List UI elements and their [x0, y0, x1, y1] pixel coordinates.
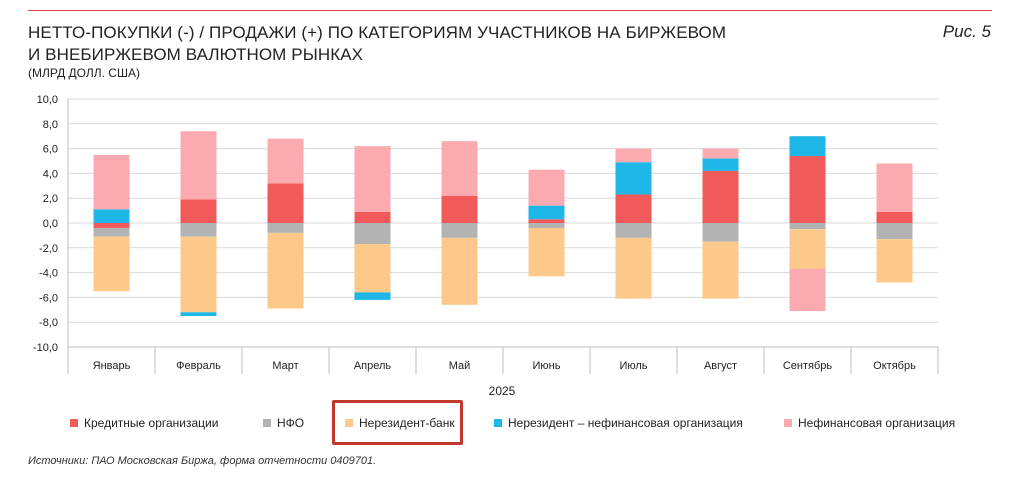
y-tick-label: 2,0	[43, 193, 58, 205]
bar-nonres_nonfin-7	[615, 162, 652, 195]
bar-nonfin-8	[702, 148, 739, 159]
bar-credit-10	[876, 211, 913, 223]
bar-nonres_bank-7	[615, 237, 652, 299]
bar-nonres_bank-6	[528, 227, 565, 277]
x-axis-label: 2025	[489, 384, 516, 398]
legend-swatch-nonfin	[784, 419, 792, 427]
bar-nonres_nonfin-2	[180, 312, 217, 316]
x-tick-labels: Январь Февраль Март Апрель Май Июнь Июль Август…	[93, 360, 916, 372]
bar-credit-4	[354, 211, 391, 223]
bar-nonfin-10	[876, 163, 913, 212]
bar-nonres_nonfin-1	[93, 209, 130, 223]
y-tick-label: -4,0	[39, 268, 58, 280]
bar-nfo-4	[354, 223, 391, 245]
y-tick-label: 4,0	[43, 168, 58, 180]
bar-nonres_nonfin-8	[702, 158, 739, 171]
bar-nonres_nonfin-4	[354, 292, 391, 300]
legend-label-credit: Кредитные организации	[84, 416, 219, 430]
y-tick-label: -2,0	[39, 243, 58, 255]
x-tick-label: Август	[704, 360, 737, 372]
x-tick-label: Июль	[619, 360, 647, 372]
bar-credit-9	[789, 156, 826, 223]
legend-label-nonres-nonfin: Нерезидент – нефинансовая организация	[508, 416, 743, 430]
bar-nonfin-2	[180, 131, 217, 200]
legend-swatch-nonres-bank	[345, 419, 353, 427]
bar-credit-7	[615, 194, 652, 223]
bar-nfo-1	[93, 227, 130, 237]
chart-title-line-2: И ВНЕБИРЖЕВОМ ВАЛЮТНОМ РЫНКАХ	[28, 45, 364, 64]
bars	[93, 131, 913, 316]
bar-credit-1	[93, 223, 130, 228]
axes	[67, 99, 939, 374]
bar-nonfin-6	[528, 169, 565, 206]
bar-nfo-2	[180, 223, 217, 237]
x-tick-label: Апрель	[354, 360, 392, 372]
bar-nonfin-5	[441, 141, 478, 196]
bar-nonres_bank-8	[702, 241, 739, 299]
y-tick-label: 10,0	[37, 94, 58, 106]
bar-nonres_nonfin-6	[528, 205, 565, 220]
x-tick-label: Сентябрь	[783, 360, 833, 372]
legend-item-credit: Кредитные организации	[70, 416, 218, 430]
bar-credit-3	[267, 183, 304, 223]
bar-chart: 10,0 8,0 6,0 4,0 2,0 0,0 -2,0 -4,0 -6,0 -8,0 -10,0…	[33, 94, 939, 398]
bar-nfo-6	[528, 223, 565, 228]
chart-title: НЕТТО-ПОКУПКИ (-) / ПРОДАЖИ (+) ПО КАТЕГ…	[28, 22, 726, 66]
bar-credit-5	[441, 195, 478, 223]
y-tick-label: 8,0	[43, 119, 58, 131]
legend-item-nonres-nonfin: Нерезидент – нефинансовая организация	[494, 416, 743, 430]
y-tick-label: -8,0	[39, 317, 58, 329]
legend-swatch-nonres-nonfin	[494, 419, 502, 427]
bar-nfo-7	[615, 223, 652, 238]
bar-nonfin-1	[93, 154, 130, 210]
x-tick-label: Март	[272, 360, 298, 372]
bar-nonres_nonfin-9	[789, 136, 826, 157]
y-tick-label: 6,0	[43, 144, 58, 156]
legend-label-nonfin: Нефинансовая организация	[798, 416, 956, 430]
legend-item-nonfin: Нефинансовая организация	[784, 416, 955, 430]
bar-nonres_bank-2	[180, 236, 217, 313]
y-tick-label: -6,0	[39, 292, 58, 304]
bar-nonres_bank-10	[876, 239, 913, 283]
bar-credit-2	[180, 199, 217, 223]
y-tick-label: 0,0	[43, 218, 58, 230]
bar-nonres_bank-1	[93, 236, 130, 292]
legend-swatch-nfo	[263, 419, 271, 427]
bar-credit-6	[528, 219, 565, 223]
bar-nfo-8	[702, 223, 739, 242]
legend-label-nonres-bank: Нерезидент-банк	[359, 416, 455, 430]
bar-nonres_bank-3	[267, 232, 304, 309]
bar-nfo-10	[876, 223, 913, 240]
bar-nonres_bank-4	[354, 244, 391, 293]
bar-nonfin-4	[354, 146, 391, 212]
x-tick-label: Январь	[93, 360, 131, 372]
bar-nonres_bank-9	[789, 229, 826, 269]
bar-nonfin-7	[615, 148, 652, 163]
y-tick-labels: 10,0 8,0 6,0 4,0 2,0 0,0 -2,0 -4,0 -6,0 -8,0 -10,0	[33, 94, 58, 354]
x-tick-label: Февраль	[176, 360, 221, 372]
bar-nfo-3	[267, 223, 304, 233]
bar-nonfin-9	[789, 268, 826, 312]
bar-nonfin-3	[267, 138, 304, 184]
chart-units: (МЛРД ДОЛЛ. США)	[28, 66, 140, 80]
bar-nfo-9	[789, 223, 826, 230]
legend: Кредитные организации НФО Нерезидент-бан…	[70, 416, 990, 434]
legend-item-nfo: НФО	[263, 416, 304, 430]
x-tick-label: Май	[449, 360, 471, 372]
bar-nfo-5	[441, 223, 478, 238]
legend-highlight-box	[332, 400, 463, 445]
chart-title-line-1: НЕТТО-ПОКУПКИ (-) / ПРОДАЖИ (+) ПО КАТЕГ…	[28, 23, 727, 42]
x-tick-label: Октябрь	[873, 360, 916, 372]
source-note: Источники: ПАО Московская Биржа, форма о…	[28, 455, 377, 467]
bar-nonres_bank-5	[441, 237, 478, 305]
legend-label-nfo: НФО	[277, 416, 305, 430]
x-tick-label: Июнь	[533, 360, 561, 372]
legend-swatch-credit	[70, 419, 78, 427]
legend-item-nonres-bank: Нерезидент-банк	[345, 416, 455, 430]
top-rule	[28, 10, 992, 11]
bar-credit-8	[702, 170, 739, 223]
figure-label: Рис. 5	[942, 22, 991, 41]
y-tick-label: -10,0	[33, 342, 58, 354]
